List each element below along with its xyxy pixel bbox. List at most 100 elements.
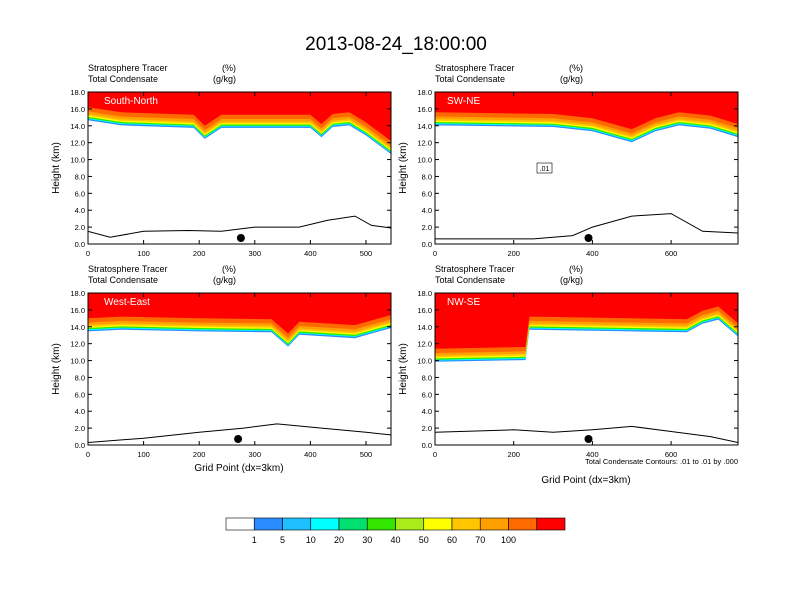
y-tick-label: 6.0 bbox=[422, 390, 432, 399]
y-tick-label: 10.0 bbox=[417, 156, 432, 165]
y-axis-label: Height (km) bbox=[398, 142, 409, 194]
colorbar-label: 50 bbox=[419, 535, 429, 545]
plot-frame bbox=[434, 292, 739, 446]
y-axis-label: Height (km) bbox=[51, 343, 62, 395]
x-tick-label: 500 bbox=[360, 450, 373, 459]
y-tick-label: 8.0 bbox=[75, 172, 85, 181]
panel-name: SW-NE bbox=[447, 96, 480, 107]
svg-text:.01: .01 bbox=[540, 166, 550, 173]
colorbar-box bbox=[395, 517, 425, 531]
y-axis: 0.0 2.0 4.0 6.0 8.0 10.0 12.0 14.0 16.0 18.0 bbox=[417, 88, 738, 249]
y-tick-label: 16.0 bbox=[417, 306, 432, 315]
y-tick-label: 4.0 bbox=[75, 407, 85, 416]
x-tick-label: 400 bbox=[586, 450, 599, 459]
colorbar-box bbox=[536, 517, 566, 531]
y-tick-label: 14.0 bbox=[417, 323, 432, 332]
x-tick-label: 500 bbox=[360, 249, 373, 258]
panel-name: South-North bbox=[104, 96, 158, 107]
y-tick-label: 6.0 bbox=[75, 189, 85, 198]
colorbar-label: 30 bbox=[362, 535, 372, 545]
right-label-2: (g/kg) bbox=[213, 275, 236, 285]
y-tick-label: 12.0 bbox=[70, 139, 85, 148]
tracer-band-8 bbox=[435, 92, 738, 130]
y-tick-label: 2.0 bbox=[75, 424, 85, 433]
panel-west-east: Stratosphere Tracer (%) Total Condensate… bbox=[51, 264, 392, 474]
x-tick-label: 600 bbox=[665, 249, 678, 258]
terrain-line bbox=[435, 425, 738, 443]
y-axis-label: Height (km) bbox=[51, 142, 62, 194]
figure-title: 2013-08-24_18:00:00 bbox=[305, 34, 487, 55]
y-tick-label: 4.0 bbox=[75, 206, 85, 215]
y-tick-label: 0.0 bbox=[422, 441, 432, 450]
tracer-fill-bands bbox=[88, 92, 391, 155]
y-tick-label: 10.0 bbox=[70, 357, 85, 366]
x-axis-label: Grid Point (dx=3km) bbox=[194, 463, 283, 474]
location-marker bbox=[584, 234, 593, 242]
y-tick-label: 10.0 bbox=[70, 156, 85, 165]
contour-label: .01 bbox=[536, 162, 553, 174]
y-tick-label: 14.0 bbox=[70, 323, 85, 332]
colorbar-label: 60 bbox=[447, 535, 457, 545]
panel-name: West-East bbox=[104, 297, 150, 308]
colorbar-label: 40 bbox=[390, 535, 400, 545]
colorbar-box bbox=[479, 517, 509, 531]
colorbar-label: 20 bbox=[334, 535, 344, 545]
y-tick-label: 14.0 bbox=[417, 122, 432, 131]
x-axis-label: Grid Point (dx=3km) bbox=[541, 475, 630, 486]
panel-south-north: Stratosphere Tracer (%) Total Condensate… bbox=[51, 63, 392, 258]
left-label-1: Stratosphere Tracer bbox=[88, 264, 168, 274]
location-marker bbox=[234, 435, 243, 443]
y-tick-label: 2.0 bbox=[75, 223, 85, 232]
x-tick-label: 200 bbox=[193, 249, 206, 258]
left-label-1: Stratosphere Tracer bbox=[88, 63, 168, 73]
right-label-2: (g/kg) bbox=[213, 74, 236, 84]
colorbar-box bbox=[225, 517, 255, 531]
y-tick-label: 12.0 bbox=[70, 340, 85, 349]
y-tick-label: 16.0 bbox=[70, 105, 85, 114]
x-tick-label: 400 bbox=[304, 450, 317, 459]
colorbar-box bbox=[310, 517, 340, 531]
colorbar-label: 70 bbox=[475, 535, 485, 545]
y-tick-label: 2.0 bbox=[422, 424, 432, 433]
x-tick-label: 0 bbox=[86, 249, 90, 258]
y-tick-label: 14.0 bbox=[70, 122, 85, 131]
y-tick-label: 0.0 bbox=[75, 441, 85, 450]
y-axis: 0.0 2.0 4.0 6.0 8.0 10.0 12.0 14.0 16.0 18.0 bbox=[417, 289, 738, 450]
left-label-2: Total Condensate bbox=[88, 74, 158, 84]
right-label-1: (%) bbox=[222, 63, 236, 73]
left-label-1: Stratosphere Tracer bbox=[435, 63, 515, 73]
x-tick-label: 300 bbox=[249, 249, 262, 258]
panel-sw-ne: Stratosphere Tracer (%) Total Condensate… bbox=[398, 63, 739, 258]
colorbar-box bbox=[508, 517, 538, 531]
colorbar-box bbox=[451, 517, 481, 531]
terrain-line bbox=[435, 213, 738, 240]
colorbar-label: 1 bbox=[252, 535, 257, 545]
left-label-2: Total Condensate bbox=[435, 74, 505, 84]
y-tick-label: 6.0 bbox=[422, 189, 432, 198]
colorbar: 1 5 10 20 30 40 50 60 70 100 bbox=[225, 517, 566, 545]
x-tick-label: 100 bbox=[137, 450, 150, 459]
left-label-1: Stratosphere Tracer bbox=[435, 264, 515, 274]
terrain-line bbox=[88, 423, 391, 443]
colorbar-box bbox=[366, 517, 396, 531]
x-tick-label: 0 bbox=[433, 450, 437, 459]
x-axis: 0 200 400 600 bbox=[433, 293, 677, 459]
y-tick-label: 4.0 bbox=[422, 407, 432, 416]
colorbar-label: 10 bbox=[306, 535, 316, 545]
y-tick-label: 18.0 bbox=[417, 88, 432, 97]
x-tick-label: 0 bbox=[86, 450, 90, 459]
x-tick-label: 400 bbox=[586, 249, 599, 258]
colorbar-box bbox=[338, 517, 368, 531]
y-tick-label: 0.0 bbox=[75, 240, 85, 249]
y-axis: 0.0 2.0 4.0 6.0 8.0 10.0 12.0 14.0 16.0 18.0 bbox=[70, 289, 391, 450]
location-marker bbox=[584, 435, 593, 443]
y-tick-label: 0.0 bbox=[422, 240, 432, 249]
y-tick-label: 6.0 bbox=[75, 390, 85, 399]
y-tick-label: 2.0 bbox=[422, 223, 432, 232]
y-tick-label: 18.0 bbox=[417, 289, 432, 298]
y-tick-label: 18.0 bbox=[70, 88, 85, 97]
x-axis: 0 100 200 300 400 500 bbox=[86, 293, 372, 459]
x-tick-label: 0 bbox=[433, 249, 437, 258]
tracer-fill-bands bbox=[88, 293, 391, 347]
plot-frame bbox=[87, 91, 392, 245]
